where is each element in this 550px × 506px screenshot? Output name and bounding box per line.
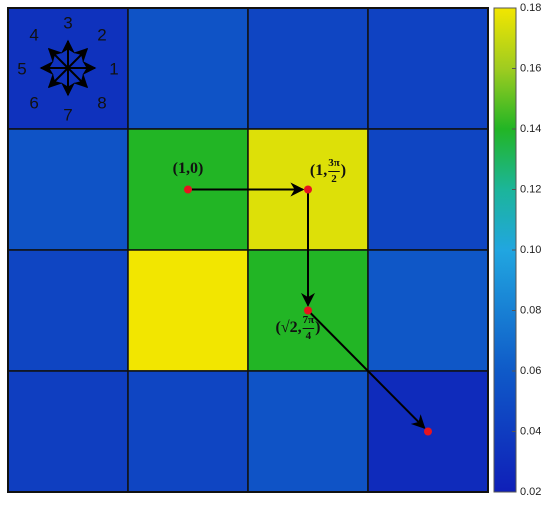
annotation-numerator: 3π — [328, 157, 340, 169]
compass-arrow — [67, 67, 89, 89]
heatmap-cell — [247, 7, 369, 130]
direction-label: 1 — [109, 59, 118, 78]
annotation: (√2, 7π 4) — [276, 314, 321, 342]
heatmap-cell — [367, 128, 489, 251]
heatmap-cell — [7, 370, 129, 493]
heatmap-cell — [7, 128, 129, 251]
annotation-denominator: 2 — [331, 173, 337, 185]
direction-label: 4 — [29, 26, 38, 45]
colorbar-tick-label: 0.16 — [520, 62, 541, 74]
direction-label: 6 — [29, 93, 38, 112]
compass-arrow — [47, 67, 69, 89]
annotation-denominator: 4 — [306, 330, 312, 342]
heatmap-cell — [127, 249, 249, 372]
annotation-numerator: 7π — [303, 314, 315, 326]
path-point — [184, 185, 192, 194]
annotation-text: (1,0) — [173, 160, 204, 177]
direction-label: 2 — [97, 26, 106, 45]
heatmap-cell — [127, 7, 249, 130]
colorbar-tick-label: 0.14 — [520, 123, 541, 135]
colorbar-tick-label: 0.18 — [520, 2, 541, 14]
compass: 12 3 456 7 8 — [17, 13, 118, 124]
annotation: (1, 3π 2) — [310, 157, 346, 185]
annotation-text: ) — [341, 162, 346, 179]
direction-label: 7 — [63, 105, 72, 124]
path-arrow — [307, 309, 426, 429]
colorbar-tick-label: 0.12 — [520, 183, 541, 195]
annotation-text: (1, — [310, 162, 327, 179]
colorbar-tick-label: 0.02 — [520, 486, 541, 498]
heatmap-cell — [127, 370, 249, 493]
colorbar-tick-label: 0.06 — [520, 365, 541, 377]
annotation: (1,0) — [173, 160, 204, 177]
direction-label: 3 — [63, 13, 72, 32]
colorbar-tick-label: 0.08 — [520, 304, 541, 316]
heatmap-cell — [367, 249, 489, 372]
path-point — [424, 427, 432, 436]
colorbar-tick-label: 0.04 — [520, 425, 541, 437]
heatmap-cell — [367, 7, 489, 130]
direction-label: 8 — [97, 93, 106, 112]
heatmap-cell — [247, 370, 369, 493]
annotation-text: ) — [315, 319, 320, 336]
path-point — [304, 306, 312, 315]
colorbar-tick-label: 0.10 — [520, 244, 541, 256]
annotation-text: (√2, — [276, 319, 302, 336]
plot-frame — [7, 7, 489, 493]
path-point — [304, 185, 312, 194]
heatmap-cell — [7, 249, 129, 372]
compass-arrow — [47, 47, 69, 69]
compass-arrow — [67, 47, 89, 69]
direction-label: 5 — [17, 59, 26, 78]
